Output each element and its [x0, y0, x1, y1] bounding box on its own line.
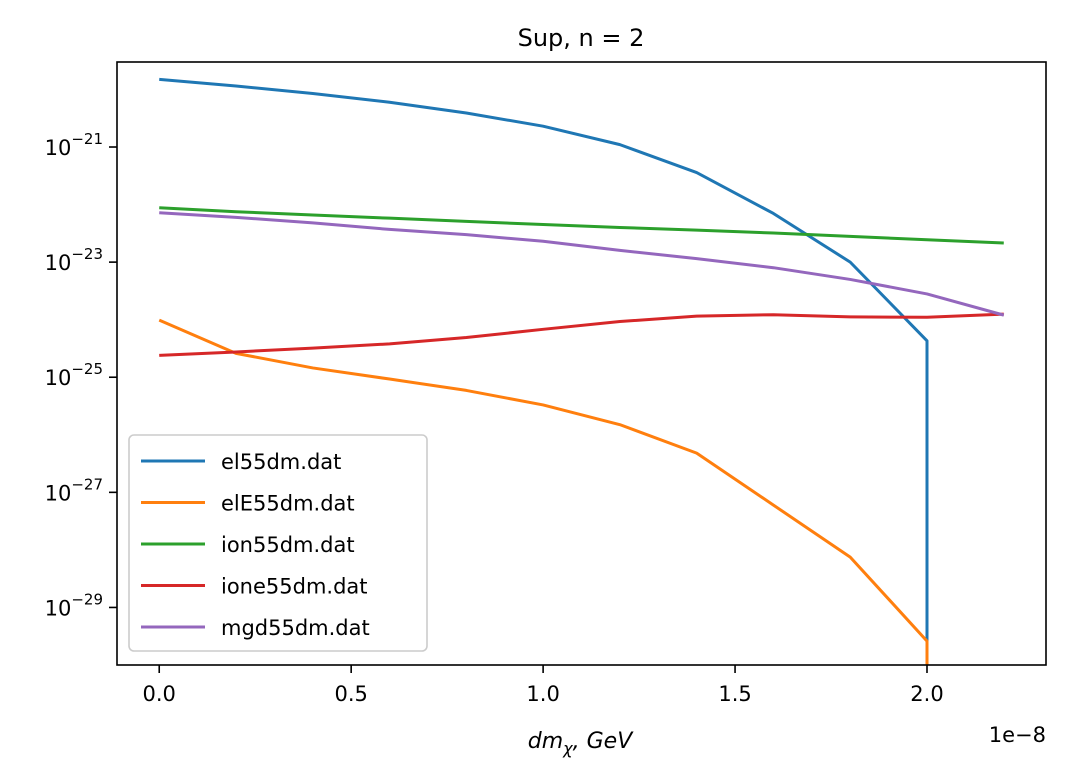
legend-label: mgd55dm.dat — [221, 616, 370, 640]
x-axis-label-unit: , GeV — [573, 729, 635, 754]
x-tick-label: 0.0 — [143, 682, 176, 706]
x-tick-label: 0.5 — [334, 682, 367, 706]
legend-box — [128, 434, 428, 652]
x-axis-offset-label: 1e−8 — [989, 723, 1046, 747]
legend: el55dm.dat elE55dm.dat ion55dm.dat ione55dm… — [128, 434, 428, 652]
series-line-el55dm-dat — [159, 77, 929, 665]
series-line-elE55dm-dat — [158, 318, 929, 665]
series-layer — [158, 77, 1005, 665]
legend-label: ione55dm.dat — [221, 575, 368, 599]
series-line-ion55dm-dat — [159, 206, 1004, 245]
x-axis: 0.0 0.5 1.0 1.5 2.0 — [143, 665, 944, 706]
series-line-mgd55dm-dat — [159, 211, 1005, 317]
y-tick-label: 10−23 — [45, 245, 103, 275]
y-tick-label: 10−29 — [45, 590, 103, 620]
y-tick-label: 10−21 — [45, 130, 103, 160]
legend-label: elE55dm.dat — [221, 492, 355, 516]
legend-label: el55dm.dat — [221, 450, 341, 474]
y-tick-label: 10−25 — [45, 360, 103, 390]
series-line-ione55dm-dat — [159, 312, 1004, 357]
legend-label: ion55dm.dat — [221, 533, 355, 557]
chart-title: Sup, n = 2 — [518, 24, 645, 52]
x-axis-label-subscript: χ — [562, 739, 573, 758]
y-axis: 10−21 10−23 10−25 10−27 10−29 — [45, 130, 117, 620]
plot-frame — [116, 61, 1047, 666]
x-tick-label: 2.0 — [910, 682, 943, 706]
x-axis-label: dmχ, GeV — [528, 729, 634, 758]
y-tick-label: 10−27 — [45, 475, 103, 505]
x-tick-label: 1.0 — [526, 682, 559, 706]
x-tick-label: 1.5 — [718, 682, 751, 706]
